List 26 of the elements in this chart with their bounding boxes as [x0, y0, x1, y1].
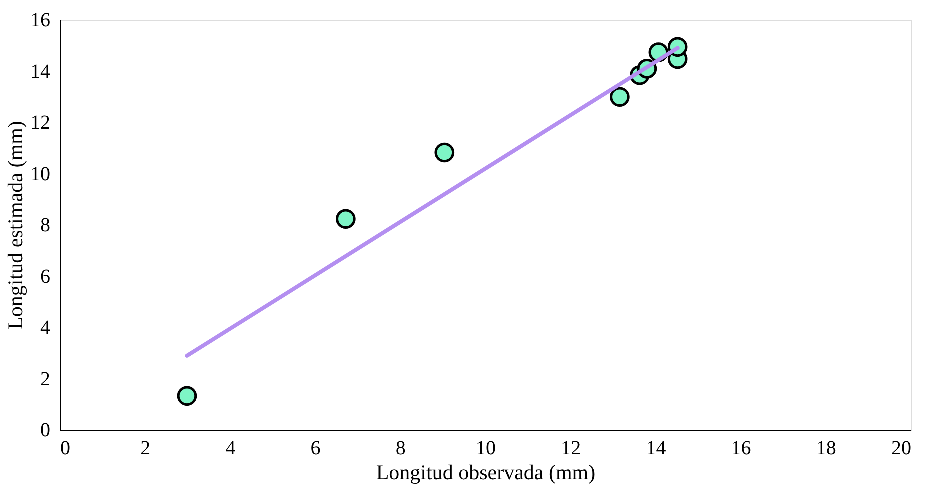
y-tick-label: 12	[30, 112, 50, 134]
x-tick-label: 20	[892, 438, 912, 460]
x-tick-label: 2	[140, 438, 151, 460]
x-axis-title: Longitud observada (mm)	[376, 460, 596, 484]
y-tick-label: 8	[40, 214, 50, 236]
x-tick-label: 12	[561, 438, 582, 460]
x-tick-label: 18	[816, 438, 836, 460]
point	[610, 87, 630, 108]
y-tick-label: 0	[40, 420, 50, 442]
y-tick-label: 14	[30, 60, 50, 83]
y-tick-label: 16	[30, 10, 50, 32]
x-tick-label: 0	[60, 438, 70, 460]
x-tick-label: 4	[226, 438, 236, 460]
point	[434, 142, 455, 163]
point	[177, 386, 198, 406]
y-tick-label: 2	[40, 368, 50, 390]
y-axis-title: Longitud estimada (mm)	[4, 121, 28, 330]
x-tick-label: 10	[476, 438, 496, 460]
y-tick-label: 6	[40, 266, 50, 288]
y-tick-label: 4	[40, 317, 50, 339]
x-tick-label: 16	[731, 438, 752, 460]
point	[336, 209, 356, 229]
x-tick-label: 6	[310, 438, 321, 460]
y-tick-label: 10	[30, 163, 50, 186]
x-tick-label: 14	[646, 438, 666, 460]
x-tick-label: 8	[396, 438, 406, 460]
